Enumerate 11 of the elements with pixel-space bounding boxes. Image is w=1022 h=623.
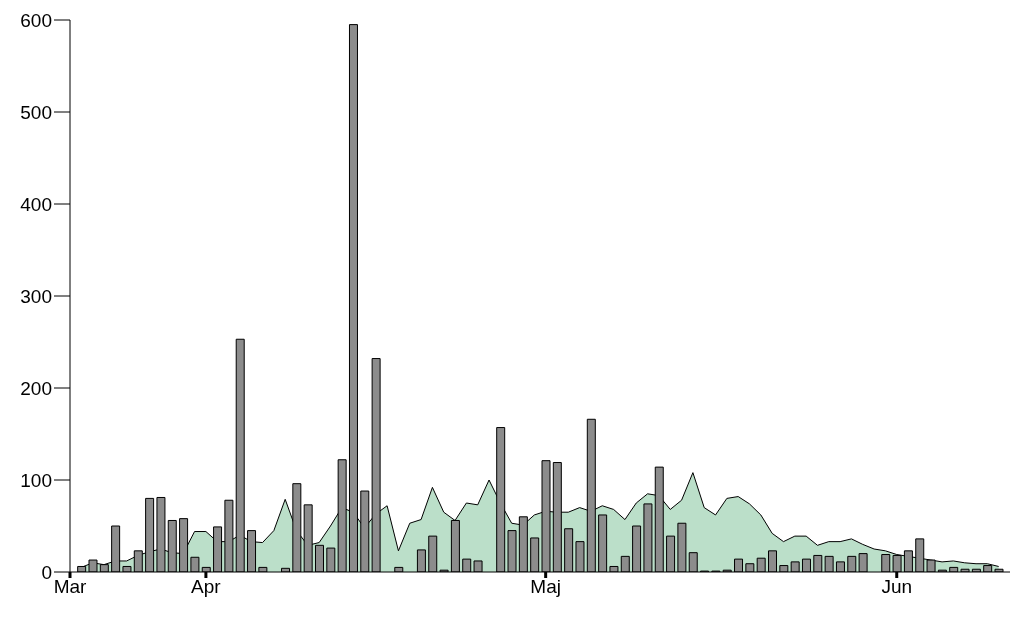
y-tick-label: 0	[41, 561, 52, 583]
y-tick-label: 400	[20, 193, 52, 215]
y-tick-label: 200	[20, 377, 52, 399]
y-tick-label: 300	[20, 285, 52, 307]
x-tick-label: Mar	[53, 576, 88, 598]
y-tick-label: 600	[20, 9, 52, 31]
x-tick-label: Apr	[191, 576, 222, 598]
y-tick-label: 100	[20, 469, 52, 491]
x-tick-label: Maj	[530, 576, 561, 598]
x-tick-label: Jun	[881, 576, 913, 598]
y-tick-label: 500	[20, 101, 52, 123]
